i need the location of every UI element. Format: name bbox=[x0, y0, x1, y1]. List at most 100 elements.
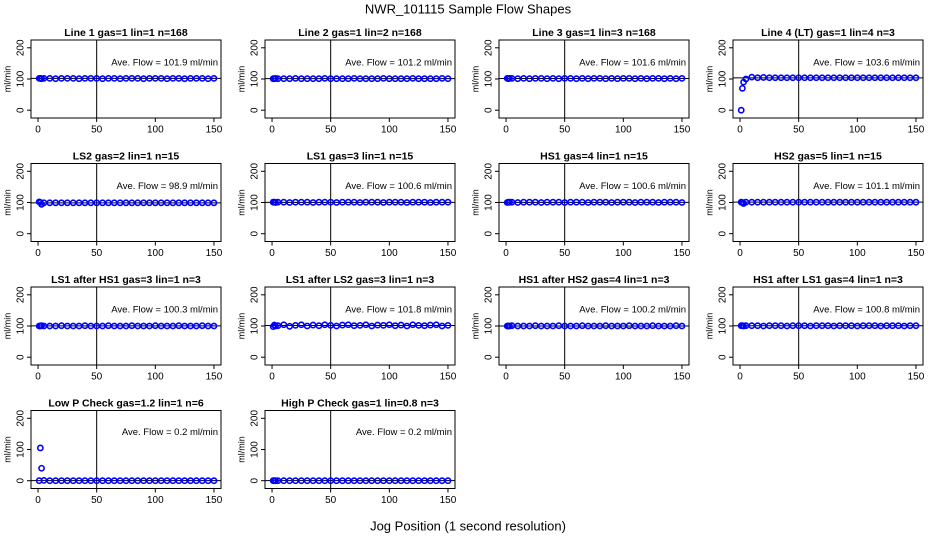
y-tick-label: 200 bbox=[16, 286, 27, 303]
x-tick-label: 0 bbox=[503, 125, 509, 136]
data-point bbox=[678, 322, 686, 330]
annotation: Ave. Flow = 98.9 ml/min bbox=[117, 181, 218, 192]
x-tick-label: 50 bbox=[793, 372, 805, 383]
y-tick-label: 200 bbox=[718, 163, 729, 180]
x-tick-label: 150 bbox=[440, 495, 457, 506]
data-point bbox=[36, 444, 44, 452]
data-point bbox=[38, 464, 45, 472]
panel-title: HS1 gas=4 lin=1 n=15 bbox=[540, 150, 648, 162]
annotation: Ave. Flow = 0.2 ml/min bbox=[122, 427, 218, 438]
data-point bbox=[912, 198, 920, 206]
panel-title: HS2 gas=5 lin=1 n=15 bbox=[774, 150, 882, 162]
panel-title: Line 2 gas=1 lin=2 n=168 bbox=[298, 27, 422, 39]
annotation: Ave. Flow = 101.2 ml/min bbox=[345, 58, 452, 69]
x-tick-label: 100 bbox=[849, 248, 866, 259]
panel-title: Line 3 gas=1 lin=3 n=168 bbox=[532, 27, 656, 39]
x-tick-label: 100 bbox=[849, 372, 866, 383]
panel-title: Line 1 gas=1 lin=1 n=168 bbox=[64, 27, 188, 39]
data-point bbox=[444, 198, 452, 206]
y-tick-label: 200 bbox=[16, 410, 27, 427]
annotation: Ave. Flow = 100.6 ml/min bbox=[579, 181, 686, 192]
y-tick-label: 0 bbox=[484, 354, 495, 360]
y-axis-label: ml/min bbox=[704, 313, 714, 340]
y-tick-label: 200 bbox=[484, 39, 495, 56]
y-tick-label: 0 bbox=[250, 230, 261, 236]
x-tick-label: 50 bbox=[325, 495, 337, 506]
annotation: Ave. Flow = 101.1 ml/min bbox=[813, 181, 920, 192]
y-tick-label: 0 bbox=[718, 354, 729, 360]
data-point bbox=[210, 74, 218, 82]
x-tick-label: 150 bbox=[206, 372, 223, 383]
y-axis-label: ml/min bbox=[2, 436, 12, 463]
y-tick-label: 100 bbox=[718, 317, 729, 334]
x-tick-label: 0 bbox=[737, 372, 743, 383]
x-tick-label: 100 bbox=[615, 248, 632, 259]
x-tick-label: 50 bbox=[91, 125, 103, 136]
x-tick-label: 150 bbox=[908, 248, 925, 259]
panel: HS1 after LS1 gas=4 lin=1 n=3 0 50 100 150 0 1… bbox=[704, 274, 924, 383]
y-tick-label: 200 bbox=[16, 163, 27, 180]
data-point bbox=[280, 321, 288, 329]
y-tick-label: 200 bbox=[484, 163, 495, 180]
x-tick-label: 150 bbox=[440, 372, 457, 383]
x-tick-label: 50 bbox=[559, 125, 571, 136]
data-point bbox=[444, 321, 452, 329]
x-tick-label: 50 bbox=[325, 248, 337, 259]
x-tick-label: 0 bbox=[503, 248, 509, 259]
data-point bbox=[210, 199, 218, 207]
x-tick-label: 0 bbox=[503, 372, 509, 383]
y-tick-label: 100 bbox=[484, 317, 495, 334]
annotation: Ave. Flow = 100.3 ml/min bbox=[111, 305, 218, 316]
y-axis-label: ml/min bbox=[236, 313, 246, 340]
x-tick-label: 100 bbox=[849, 125, 866, 136]
y-tick-label: 100 bbox=[16, 441, 27, 458]
y-axis-label: ml/min bbox=[236, 66, 246, 93]
y-tick-label: 0 bbox=[16, 230, 27, 236]
y-tick-label: 100 bbox=[484, 70, 495, 87]
x-tick-label: 100 bbox=[147, 125, 164, 136]
x-tick-label: 50 bbox=[793, 125, 805, 136]
x-tick-label: 50 bbox=[91, 248, 103, 259]
panel: HS2 gas=5 lin=1 n=15 0 50 100 150 0 100 200 ml/m… bbox=[704, 150, 924, 259]
panel: LS2 gas=2 lin=1 n=15 0 50 100 150 0 100 200 ml/m… bbox=[2, 150, 222, 259]
data-point bbox=[912, 322, 920, 330]
panel-title: LS2 gas=2 lin=1 n=15 bbox=[73, 150, 180, 162]
x-tick-label: 100 bbox=[381, 248, 398, 259]
annotation: Ave. Flow = 100.8 ml/min bbox=[813, 305, 920, 316]
panel: HS1 gas=4 lin=1 n=15 0 50 100 150 0 100 200 ml/m… bbox=[470, 150, 690, 259]
y-tick-label: 100 bbox=[16, 194, 27, 211]
data-point bbox=[678, 74, 686, 82]
y-axis-label: ml/min bbox=[2, 66, 12, 93]
panel: LS1 gas=3 lin=1 n=15 0 50 100 150 0 100 200 ml/m… bbox=[236, 150, 456, 259]
panel-title: Low P Check gas=1.2 lin=1 n=6 bbox=[48, 397, 203, 409]
x-tick-label: 0 bbox=[269, 495, 275, 506]
x-tick-label: 50 bbox=[325, 372, 337, 383]
panel-title: HS1 after LS1 gas=4 lin=1 n=3 bbox=[753, 274, 903, 286]
x-tick-label: 150 bbox=[908, 125, 925, 136]
x-tick-label: 0 bbox=[269, 125, 275, 136]
panel: Line 4 (LT) gas=1 lin=4 n=3 0 50 100 150 0 100… bbox=[704, 27, 924, 136]
data-point bbox=[737, 106, 745, 114]
y-axis-label: ml/min bbox=[470, 313, 480, 340]
x-tick-label: 100 bbox=[381, 125, 398, 136]
y-tick-label: 200 bbox=[484, 286, 495, 303]
data-point bbox=[432, 321, 440, 329]
x-tick-label: 150 bbox=[674, 125, 691, 136]
y-tick-label: 200 bbox=[250, 286, 261, 303]
panel: HS1 after HS2 gas=4 lin=1 n=3 0 50 100 150 0 1… bbox=[470, 274, 690, 383]
annotation: Ave. Flow = 101.8 ml/min bbox=[345, 305, 452, 316]
x-tick-label: 0 bbox=[737, 125, 743, 136]
data-point bbox=[210, 477, 218, 485]
data-point bbox=[912, 74, 920, 82]
x-tick-label: 100 bbox=[381, 495, 398, 506]
annotation: Ave. Flow = 101.6 ml/min bbox=[579, 58, 686, 69]
y-tick-label: 200 bbox=[250, 410, 261, 427]
y-tick-label: 100 bbox=[16, 317, 27, 334]
x-tick-label: 50 bbox=[325, 125, 337, 136]
panel: Line 2 gas=1 lin=2 n=168 0 50 100 150 0 100 200… bbox=[236, 27, 456, 136]
y-tick-label: 100 bbox=[484, 194, 495, 211]
y-axis-label: ml/min bbox=[2, 313, 12, 340]
x-tick-label: 50 bbox=[559, 372, 571, 383]
x-tick-label: 0 bbox=[35, 125, 41, 136]
